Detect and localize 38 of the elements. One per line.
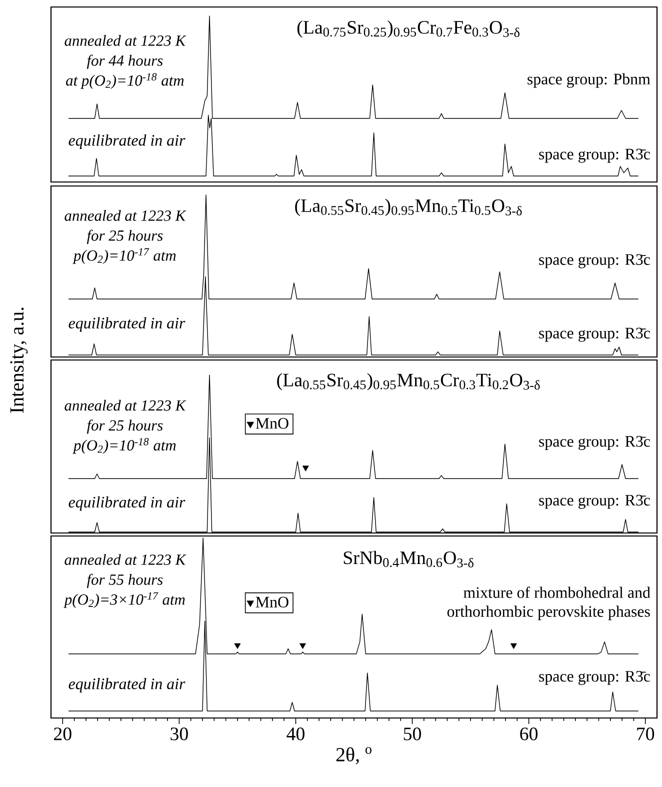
x-tick-label: 20 [54, 728, 72, 740]
annotation: annealed at 1223 K [64, 210, 186, 221]
series-label: equilibrated in air [68, 496, 186, 511]
annotation: space group: R3̄c [539, 328, 650, 342]
annotation: for 44 hours [86, 54, 163, 69]
annotation: for 25 hours [86, 230, 163, 244]
annotation: at p(O$_{2}$)=10$^{-18}$ atm [66, 73, 184, 89]
series-label: equilibrated in air [68, 317, 186, 332]
annotation: space group: R3̄c [539, 436, 650, 450]
x-tick-label: 40 [286, 728, 304, 740]
annotation: p(O$_{2}$)=10$^{-17}$ atm [72, 248, 176, 264]
annotation: space group: R3̄c [539, 148, 650, 163]
annotation: space group: R3̄c [539, 670, 650, 685]
annotation: space group: Pbnm [528, 73, 650, 88]
series-label: equilibrated in air [68, 678, 186, 692]
y-axis-title: Intensity, a.u. [10, 308, 28, 413]
series-label: equilibrated in air [68, 134, 186, 149]
legend-label: MnO [256, 418, 288, 429]
annotation: for 55 hours [86, 574, 163, 588]
annotation: for 25 hours [86, 420, 163, 434]
chart-title: (La$_{0.55}$Sr$_{0.45}$)$_{0.95}$Mn$_{0.5}$Cr$_{0.3}$Ti$_{0.2}$O$_{3-δ}$ [277, 373, 540, 390]
chart-title: (La$_{0.55}$Sr$_{0.45}$)$_{0.95}$Mn$_{0.5}$Ti$_{0.5}$O$_{3-δ}$ [295, 198, 522, 216]
x-tick-label: 30 [170, 728, 188, 740]
annotation: p(O$_{2}$)=3×10$^{-17}$ atm [64, 592, 185, 608]
annotation: annealed at 1223 K [64, 400, 186, 411]
annotation: p(O$_{2}$)=10$^{-18}$ atm [72, 438, 176, 454]
text: SrNb$_{0.4}$Mn$_{0.6}$O$_{3-δ}$ [344, 550, 474, 568]
legend-label: MnO [256, 596, 288, 608]
annotation: mixture of rhombohedral and orthorhombic perovskite phases [447, 586, 650, 620]
x-tick-label: 50 [404, 728, 422, 740]
annotation: space group: R3̄c [539, 494, 650, 509]
annotation: annealed at 1223 K [64, 35, 186, 46]
x-tick-label: 70 [637, 728, 654, 740]
x-axis-title: 2θ, $^{o}$ [336, 747, 372, 764]
x-tick-label: 60 [520, 728, 538, 740]
annotation: annealed at 1223 K [64, 554, 186, 565]
annotation: space group: R3̄c [539, 254, 650, 268]
chart-title: (La$_{0.75}$Sr$_{0.25}$)$_{0.95}$Cr$_{0.7}$Fe$_{0.3}$O$_{3-δ}$ [297, 20, 520, 38]
